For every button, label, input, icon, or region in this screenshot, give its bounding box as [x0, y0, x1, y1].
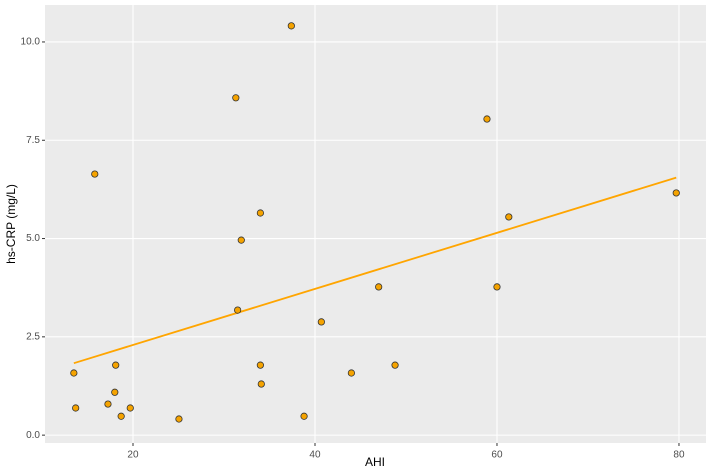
point: [256, 361, 264, 369]
point: [117, 412, 125, 420]
y-tick-label: 7.5: [26, 135, 40, 146]
y-axis-title: hs-CRP (mg/L): [4, 184, 18, 264]
point: [104, 400, 112, 408]
x-tick-label: 60: [491, 450, 503, 461]
point: [234, 306, 242, 314]
x-tick-label: 20: [127, 450, 139, 461]
plot-panel: [45, 5, 706, 443]
point: [483, 115, 491, 123]
point: [256, 209, 264, 217]
x-tick-label: 80: [673, 450, 685, 461]
point: [257, 380, 265, 388]
point: [126, 404, 134, 412]
point: [391, 361, 399, 369]
fit-line: [73, 176, 677, 365]
x-tick-label: 40: [309, 450, 321, 461]
point: [237, 236, 245, 244]
point: [300, 412, 308, 420]
y-tick-label: 5.0: [26, 233, 40, 244]
point: [91, 170, 99, 178]
y-tick-label: 2.5: [26, 331, 40, 342]
point: [317, 318, 325, 326]
point: [112, 361, 120, 369]
point: [672, 189, 680, 197]
point: [70, 369, 78, 377]
y-tick-label: 0.0: [26, 430, 40, 441]
point: [375, 283, 383, 291]
point: [111, 388, 119, 396]
y-tick-label: 10.0: [21, 37, 41, 48]
x-axis-title: AHI: [365, 455, 385, 469]
point: [505, 213, 513, 221]
point: [347, 369, 355, 377]
point: [72, 404, 80, 412]
point: [175, 415, 183, 423]
point: [493, 283, 501, 291]
point: [287, 22, 295, 30]
point: [232, 94, 240, 102]
